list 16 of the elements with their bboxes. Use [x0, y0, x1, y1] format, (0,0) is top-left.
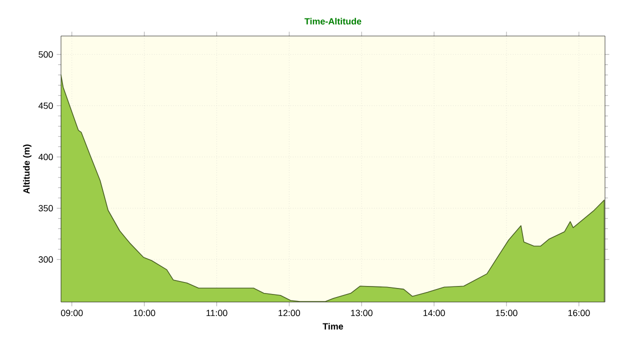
y-tick-label: 350	[38, 205, 53, 212]
y-tick-label: 300	[38, 256, 53, 263]
y-tick-label: 400	[38, 154, 53, 160]
x-tick-label: 14:00	[424, 310, 445, 316]
x-axis-title: Time	[322, 322, 344, 330]
y-axis-title: Altitude (m)	[23, 144, 32, 194]
x-tick-label: 09:00	[60, 310, 83, 316]
y-tick-label: 500	[38, 51, 53, 58]
x-tick-label: 13:00	[351, 310, 372, 316]
x-tick-label: 16:00	[568, 310, 590, 316]
x-tick-label: 11:00	[206, 310, 228, 316]
chart-title: Time-Altitude	[304, 18, 362, 25]
y-tick-label: 450	[38, 102, 53, 109]
x-tick-label: 12:00	[278, 310, 300, 316]
x-tick-label: 10:00	[134, 310, 156, 316]
x-tick-label: 15:00	[496, 310, 518, 316]
